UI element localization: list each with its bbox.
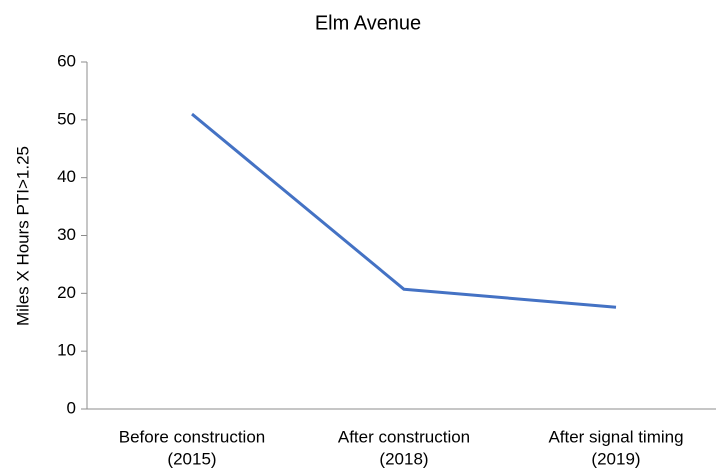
y-tick-label: 10	[57, 341, 76, 360]
y-tick-label: 0	[67, 398, 76, 417]
x-tick-label: (2018)	[379, 449, 428, 468]
y-tick-label: 50	[57, 109, 76, 128]
chart-title: Elm Avenue	[315, 12, 421, 34]
x-tick-label: After construction	[338, 427, 470, 446]
x-tick-label: Before construction	[119, 427, 265, 446]
x-tick-label: (2015)	[167, 449, 216, 468]
x-tick-label: (2019)	[591, 449, 640, 468]
y-tick-label: 40	[57, 167, 76, 186]
y-tick-label: 30	[57, 225, 76, 244]
series-line	[191, 112, 617, 309]
y-axis-label: Miles X Hours PTI>1.25	[13, 146, 32, 326]
x-tick-label: After signal timing	[548, 427, 683, 446]
y-tick-label: 60	[57, 51, 76, 70]
y-tick-label: 20	[57, 283, 76, 302]
